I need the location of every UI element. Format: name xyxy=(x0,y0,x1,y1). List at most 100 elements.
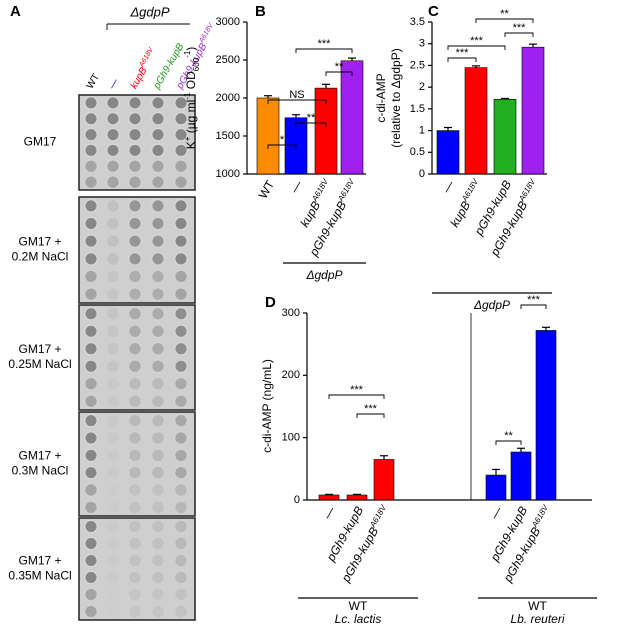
plate xyxy=(78,411,196,517)
bar xyxy=(436,130,460,175)
colony-spot xyxy=(106,431,120,445)
significance-label: *** xyxy=(456,47,470,59)
label-text: — xyxy=(287,178,305,195)
colony-spot xyxy=(151,588,165,601)
colony-spot xyxy=(84,448,98,462)
y-tick-label: 3000 xyxy=(216,16,240,28)
colony-spot xyxy=(151,605,165,618)
colony-spot xyxy=(106,143,120,157)
colony-spot xyxy=(106,252,120,266)
significance-label: ** xyxy=(500,8,509,20)
colony-spot xyxy=(151,342,165,356)
colony-spot xyxy=(84,252,98,266)
colony-spot xyxy=(151,520,165,533)
colony-spot xyxy=(106,359,120,373)
colony-spot xyxy=(174,252,188,266)
colony-spot xyxy=(106,234,120,248)
colony-spot xyxy=(84,342,98,356)
y-tick-label: 2000 xyxy=(216,92,240,104)
y-tick-label: 2 xyxy=(419,81,425,93)
significance-label: *** xyxy=(350,384,364,396)
colony-spot xyxy=(84,128,98,142)
colony-spot xyxy=(84,554,98,567)
colony-spot xyxy=(151,431,165,445)
y-tick-label: 1500 xyxy=(216,130,240,142)
y-tick-label: 300 xyxy=(282,307,300,319)
colony-spot xyxy=(174,588,188,601)
colony-spot xyxy=(106,128,120,142)
colony-spot xyxy=(84,483,98,497)
row-label: 0.2M NaCl xyxy=(12,250,69,264)
y-axis-label-part: 600 xyxy=(192,57,201,71)
colony-spot xyxy=(84,605,98,618)
label-superscript: A618V xyxy=(335,177,356,204)
bar xyxy=(535,330,557,501)
plate xyxy=(78,196,196,304)
colony-spot xyxy=(84,588,98,601)
colony-spot xyxy=(106,217,120,230)
column-superscript: A618V xyxy=(138,46,156,70)
bar xyxy=(521,46,545,175)
significance-bracket xyxy=(475,18,534,23)
colony-spot xyxy=(151,270,165,283)
colony-spot xyxy=(174,287,188,301)
colony-spot xyxy=(128,159,142,173)
plate xyxy=(78,517,196,621)
colony-spot xyxy=(151,483,165,497)
row-label: 0.3M NaCl xyxy=(12,464,69,478)
colony-spot xyxy=(151,554,165,567)
colony-spot xyxy=(151,500,165,514)
colony-spot xyxy=(107,571,119,584)
colony-spot xyxy=(151,112,165,126)
colony-spot xyxy=(128,96,142,110)
colony-spot xyxy=(107,554,119,567)
colony-spot xyxy=(106,414,120,428)
y-axis-label: c-di-AMP xyxy=(374,73,388,122)
colony-spot xyxy=(128,175,142,189)
colony-spot xyxy=(84,537,98,550)
y-tick-label: 1000 xyxy=(216,168,240,180)
panel-label: C xyxy=(428,3,439,20)
colony-spot xyxy=(106,175,120,189)
colony-spot xyxy=(106,324,120,338)
y-tick-label: 200 xyxy=(282,369,300,381)
label-superscript: A618V xyxy=(309,177,330,204)
colony-spot xyxy=(106,466,120,480)
significance-label: ** xyxy=(504,430,513,442)
colony-spot xyxy=(174,96,188,110)
y-tick-label: 1 xyxy=(419,124,425,136)
row-label: GM17 + xyxy=(18,342,61,356)
bar xyxy=(318,494,340,501)
colony-spot xyxy=(106,377,120,391)
panel-label: B xyxy=(255,3,266,20)
y-tick-label: 1.5 xyxy=(410,103,425,115)
colony-spot xyxy=(151,217,165,230)
significance-bracket xyxy=(356,413,385,418)
colony-spot xyxy=(84,414,98,428)
y-axis-label: (relative to ΔgdpP) xyxy=(389,48,403,147)
colony-spot xyxy=(174,466,188,480)
y-tick-label: 0 xyxy=(294,494,300,506)
colony-spot xyxy=(84,466,98,480)
colony-spot xyxy=(128,377,142,391)
significance-label: ** xyxy=(307,112,316,124)
colony-spot xyxy=(106,199,120,213)
label-text: kupB xyxy=(298,199,324,230)
colony-spot xyxy=(84,234,98,248)
significance-label: *** xyxy=(364,403,378,415)
colony-spot xyxy=(151,175,165,189)
significance-label: ** xyxy=(335,61,344,73)
colony-spot xyxy=(107,484,119,496)
plate xyxy=(78,94,196,191)
colony-spot xyxy=(128,500,142,514)
colony-spot xyxy=(106,270,120,283)
bar xyxy=(346,494,368,501)
x-tick-label: — xyxy=(439,178,457,195)
colony-spot xyxy=(174,143,188,157)
y-axis-label-part: OD xyxy=(184,71,198,93)
y-tick-label: 100 xyxy=(282,432,300,444)
significance-label: * xyxy=(280,134,285,146)
y-tick-label: 2.5 xyxy=(410,59,425,71)
row-label: 0.35M NaCl xyxy=(8,569,71,583)
significance-label: *** xyxy=(470,35,484,47)
